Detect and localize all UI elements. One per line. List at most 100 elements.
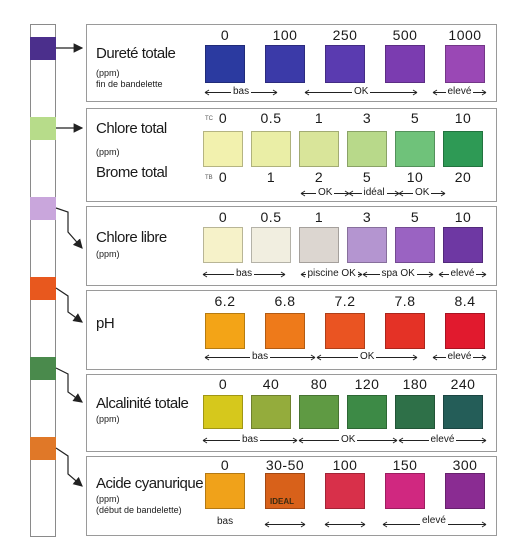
chlore_total-value: 1 xyxy=(314,110,324,126)
alcalinite-value: 180 xyxy=(402,376,428,392)
chlore_total-swatch xyxy=(395,131,435,167)
chlore_total-range-label: idéal xyxy=(361,187,387,199)
durete-value: 250 xyxy=(332,27,358,43)
alcalinite-swatch xyxy=(395,395,435,429)
alcalinite-swatch xyxy=(203,395,243,429)
alcalinite-swatch xyxy=(443,395,483,429)
chlore_total-swatch xyxy=(347,131,387,167)
panel-chlore-libre: Chlore libre (ppm) 0 0.5 1 3 5 10 bas piscine O… xyxy=(86,206,497,286)
alcalinite-value: 40 xyxy=(262,376,280,392)
strip-pad-acide xyxy=(30,437,56,460)
acide-range-label: bas xyxy=(215,516,236,528)
panel-acide: Acide cyanurique (ppm) (début de bandele… xyxy=(86,456,497,536)
panel-alcalinite: Alcalinité totale (ppm) 0 40 80 120 180 240 ba… xyxy=(86,374,497,452)
tb-tag: TB xyxy=(205,175,213,181)
durete-swatch xyxy=(445,45,485,83)
connector-chlore-libre xyxy=(55,207,83,249)
alcalinite-range-label: elevé xyxy=(428,434,457,446)
alcalinite-value: 80 xyxy=(310,376,328,392)
chlore_total-value-bottom: 2 xyxy=(314,169,324,185)
chlore_total-value: 3 xyxy=(362,110,372,126)
acide-value: 150 xyxy=(392,457,418,473)
brome-total-title: Brome total xyxy=(96,164,168,181)
durete-swatch xyxy=(325,45,365,83)
strip-pad-durete xyxy=(30,37,56,60)
chlore_libre-swatch xyxy=(347,227,387,263)
chlore_total-range-label: OK xyxy=(316,187,335,199)
chlore_libre-range-label: spa OK xyxy=(379,268,417,280)
panel-ph: pH 6.2 6.8 7.2 7.8 8.4 bas OK elevé xyxy=(86,290,497,370)
ph-swatch xyxy=(205,313,245,349)
ph-swatch xyxy=(325,313,365,349)
chlore_libre-value: 5 xyxy=(410,209,420,225)
ph-title: pH xyxy=(96,315,115,332)
chlore_total-value: 0 xyxy=(218,110,228,126)
chlore_libre-value: 1 xyxy=(314,209,324,225)
chlore_total-range-label: OK xyxy=(413,187,432,199)
chlore_libre-range-label: bas xyxy=(234,268,255,280)
durete-note: fin de bandelette xyxy=(96,79,163,89)
chlore_total-value: 0.5 xyxy=(260,110,282,126)
chlore-total-unit: (ppm) xyxy=(96,147,120,157)
chlore_libre-swatch xyxy=(203,227,243,263)
chlore_libre-value: 0 xyxy=(218,209,228,225)
ph-range-label: elevé xyxy=(445,351,474,363)
chlore-total-title: Chlore total xyxy=(96,120,167,137)
chlore-libre-unit: (ppm) xyxy=(96,249,120,259)
acide-unit: (ppm) xyxy=(96,494,120,504)
durete-swatch xyxy=(205,45,245,83)
chlore_libre-swatch xyxy=(251,227,291,263)
chlore_total-swatch xyxy=(203,131,243,167)
acide-value: 0 xyxy=(220,457,230,473)
ph-value: 6.2 xyxy=(214,293,236,309)
acide-range-arrow xyxy=(324,521,366,528)
chlore_total-value-bottom: 1 xyxy=(266,169,276,185)
strip-pad-chlore-total xyxy=(30,117,56,140)
alcalinite-swatch xyxy=(251,395,291,429)
acide-value: 100 xyxy=(332,457,358,473)
acide-swatch xyxy=(205,473,245,509)
tc-tag: TC xyxy=(205,116,213,122)
panel-durete: Dureté totale (ppm) fin de bandelette 0 1… xyxy=(86,24,497,102)
chlore_total-value: 5 xyxy=(410,110,420,126)
chlore_libre-range-label: elevé xyxy=(448,268,477,280)
acide-range-label: elevé xyxy=(420,515,448,527)
alcalinite-range-label: bas xyxy=(240,434,261,446)
acide-swatch xyxy=(325,473,365,509)
chlore_total-value-bottom: 5 xyxy=(362,169,372,185)
chlore_total-value-bottom: 10 xyxy=(406,169,424,185)
ph-swatch xyxy=(445,313,485,349)
chlore_total-swatch xyxy=(443,131,483,167)
durete-unit: (ppm) xyxy=(96,68,120,78)
strip-pad-chlore-libre xyxy=(30,197,56,220)
chlore_libre-value: 10 xyxy=(454,209,472,225)
acide-swatch xyxy=(385,473,425,509)
durete-range-label: elevé xyxy=(445,86,474,98)
chlore_total-value-bottom: 20 xyxy=(454,169,472,185)
alcalinite-value: 0 xyxy=(218,376,228,392)
acide-value: 300 xyxy=(452,457,478,473)
acide-ideal-label: IDEAL xyxy=(270,497,294,506)
durete-swatch xyxy=(265,45,305,83)
ph-swatch xyxy=(265,313,305,349)
alcalinite-range-label: OK xyxy=(339,434,358,446)
acide-swatch xyxy=(265,473,305,509)
chlore_libre-value: 3 xyxy=(362,209,372,225)
chlore_total-value-bottom: 0 xyxy=(218,169,228,185)
alcalinite-swatch xyxy=(299,395,339,429)
acide-value: 30-50 xyxy=(265,457,305,473)
chlore_libre-swatch xyxy=(395,227,435,263)
ph-value: 6.8 xyxy=(274,293,296,309)
alcalinite-swatch xyxy=(347,395,387,429)
durete-swatch xyxy=(385,45,425,83)
alcalinite-value: 240 xyxy=(450,376,476,392)
durete-range-label: bas xyxy=(231,86,252,98)
alcalinite-unit: (ppm) xyxy=(96,414,120,424)
chlore_total-swatch xyxy=(251,131,291,167)
chlore-libre-title: Chlore libre xyxy=(96,229,167,246)
durete-value: 1000 xyxy=(448,27,482,43)
durete-title: Dureté totale xyxy=(96,45,176,62)
chlore_libre-swatch xyxy=(443,227,483,263)
chlore_libre-range-label: piscine OK xyxy=(305,268,358,280)
panel-chlore-total: Chlore total (ppm) Brome total TC TB 0 0.… xyxy=(86,108,497,202)
